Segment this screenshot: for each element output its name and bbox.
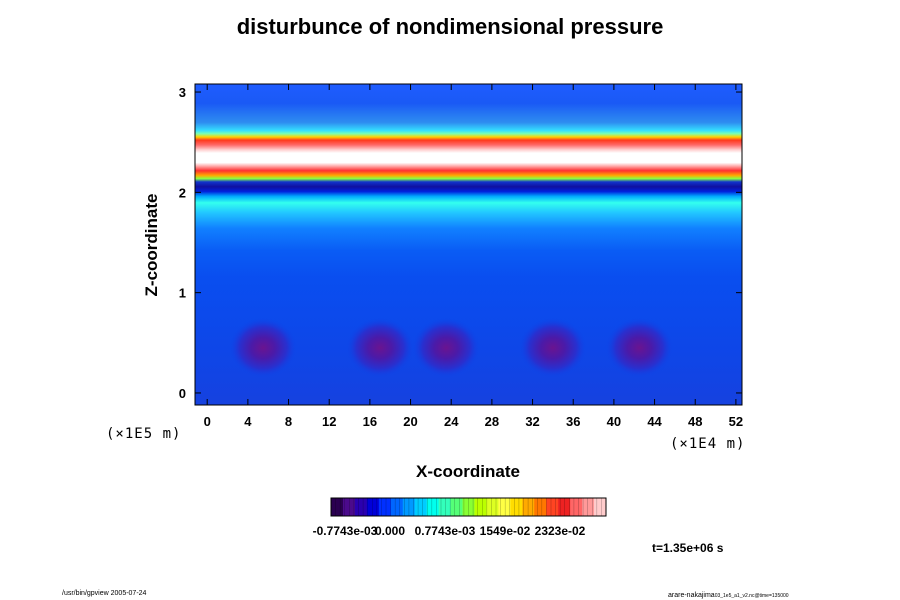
- x-tick-label: 8: [285, 414, 292, 429]
- x-tick-label: 24: [444, 414, 459, 429]
- x-tick-label: 20: [403, 414, 417, 429]
- y-tick-label: 2: [179, 185, 186, 200]
- y-tick-label: 3: [179, 85, 186, 100]
- colorbar-segment: [558, 498, 571, 516]
- pressure-blob: [346, 317, 415, 378]
- y-tick-label: 1: [179, 286, 186, 301]
- chart-title: disturbunce of nondimensional pressure: [236, 14, 664, 39]
- x-ticks: 0 4 8 12 16 20 24 28 32 36 40 44 48 52: [204, 84, 743, 429]
- y-ticks: 0 1 2 3: [179, 85, 742, 401]
- footer-right-main: arare-nakajima: [668, 592, 715, 599]
- colorbar-segment: [582, 498, 595, 516]
- y-tick-label: 0: [179, 386, 186, 401]
- colorbar-segment: [354, 498, 368, 516]
- colorbar-segment: [570, 498, 583, 516]
- colorbar-segment: [426, 498, 440, 516]
- x-tick-label: 12: [322, 414, 336, 429]
- x-axis-label: X-coordinate: [416, 462, 520, 481]
- pressure-blob: [412, 317, 481, 378]
- pressure-blob: [229, 317, 298, 378]
- colorbar-segment: [594, 498, 607, 516]
- footer-left: /usr/bin/gpview 2005-07-24: [62, 590, 147, 597]
- colorbar-label: 1549e-02: [480, 524, 531, 538]
- x-tick-label: 28: [485, 414, 499, 429]
- colorbar-label: 0.7743e-03: [415, 524, 476, 538]
- colorbar-label: 0.000: [375, 524, 405, 538]
- colorbar-frame: [330, 497, 607, 517]
- colorbar-segment: [438, 498, 452, 516]
- colorbar-segment: [390, 498, 404, 516]
- colorbar-segment: [378, 498, 392, 516]
- colorbar-segment: [534, 498, 547, 516]
- colorbar-segment: [546, 498, 559, 516]
- x-tick-label: 44: [647, 414, 662, 429]
- pressure-blobs: [229, 317, 674, 378]
- colorbar-label: -0.7743e-03: [313, 524, 378, 538]
- colorbar-segment: [366, 498, 380, 516]
- x-unit-label: (×1E4 m): [670, 436, 746, 452]
- y-axis-label: Z-coordinate: [142, 194, 161, 297]
- x-tick-label: 16: [363, 414, 377, 429]
- y-unit-label: (×1E5 m): [106, 426, 182, 442]
- x-tick-label: 52: [729, 414, 743, 429]
- colorbar-segment: [510, 498, 523, 516]
- colorbar-segment: [498, 498, 511, 516]
- x-tick-label: 40: [607, 414, 621, 429]
- colorbar-segment: [414, 498, 428, 516]
- x-tick-label: 32: [525, 414, 539, 429]
- colorbar-labels: -0.7743e-030.000 0.7743e-03 1549e-02 2323e-…: [313, 524, 586, 538]
- colorbar-segment: [474, 498, 487, 516]
- x-tick-label: 4: [244, 414, 252, 429]
- x-tick-label: 0: [204, 414, 211, 429]
- footer-right: arare-nakajima03_1e5_a1_v2.nc@time=13500…: [668, 592, 789, 600]
- colorbar-label: 2323e-02: [535, 524, 586, 538]
- colorbar-segment: [462, 498, 475, 516]
- colorbar-segment: [486, 498, 499, 516]
- x-tick-label: 48: [688, 414, 702, 429]
- colorbar: [330, 498, 607, 516]
- time-label: t=1.35e+06 s: [652, 541, 724, 555]
- pressure-blob: [605, 317, 674, 378]
- x-tick-label: 36: [566, 414, 580, 429]
- footer-right-small: 03_1e5_a1_v2.nc@time=135000: [714, 593, 789, 599]
- colorbar-segment: [522, 498, 535, 516]
- pressure-blob: [518, 317, 587, 378]
- colorbar-segment: [331, 498, 344, 516]
- plot-frame: [194, 83, 743, 406]
- colorbar-segment: [450, 498, 464, 516]
